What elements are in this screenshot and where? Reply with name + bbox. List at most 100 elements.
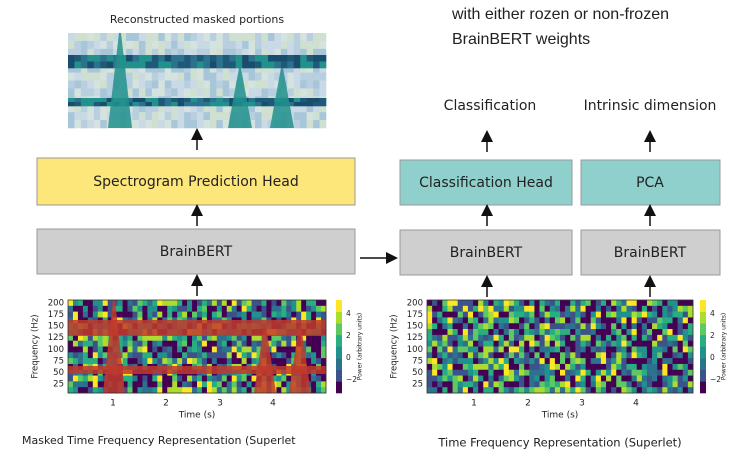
pixel <box>509 370 514 376</box>
pixel <box>488 370 493 376</box>
pixel <box>307 81 314 89</box>
pixel <box>447 335 452 341</box>
pixel <box>580 329 585 335</box>
pixel <box>212 306 217 312</box>
pixel <box>165 88 172 96</box>
pixel <box>157 358 162 364</box>
pixel <box>167 358 172 364</box>
pixel <box>74 62 81 69</box>
pixel <box>499 323 504 329</box>
pixel <box>157 341 162 347</box>
pixel <box>627 358 632 364</box>
pixel <box>98 358 103 364</box>
pixel <box>652 306 657 312</box>
pixel <box>158 102 165 106</box>
pixel <box>509 381 514 387</box>
x-tick-label: 2 <box>163 399 169 409</box>
pixel <box>534 335 539 341</box>
pixel <box>227 387 232 393</box>
pixel <box>550 352 555 358</box>
pixel <box>514 312 519 318</box>
pixel <box>316 376 321 382</box>
pixel <box>488 364 493 370</box>
pixel <box>447 312 452 318</box>
pixel <box>616 300 621 306</box>
pixel <box>172 300 177 306</box>
pixel <box>545 335 550 341</box>
pixel <box>300 88 307 96</box>
pixel <box>540 317 545 323</box>
pixel <box>632 300 637 306</box>
pixel <box>276 352 281 358</box>
pixel <box>606 347 611 353</box>
x-tick-label: 1 <box>471 399 477 409</box>
pixel <box>197 300 202 306</box>
pixel <box>203 73 210 81</box>
pixel <box>187 387 192 393</box>
pixel <box>642 323 647 329</box>
pixel <box>321 306 326 312</box>
pixel <box>447 352 452 358</box>
pixel <box>621 317 626 323</box>
pixel <box>222 341 227 347</box>
pixel <box>601 370 606 376</box>
pixel <box>662 329 667 335</box>
pixel <box>73 376 78 382</box>
pixel <box>316 387 321 393</box>
pixel <box>494 329 499 335</box>
pixel <box>632 329 637 335</box>
pixel <box>534 317 539 323</box>
pixel <box>447 376 452 382</box>
pixel <box>621 341 626 347</box>
pixel <box>276 358 281 364</box>
pixel <box>202 352 207 358</box>
pixel <box>118 312 123 318</box>
pixel <box>586 300 591 306</box>
pixel <box>447 387 452 393</box>
pixel <box>565 364 570 370</box>
colorbar-cell <box>336 370 342 382</box>
pixel <box>212 341 217 347</box>
pixel <box>281 376 286 382</box>
pixel <box>210 81 217 89</box>
pixel <box>321 352 326 358</box>
pixel <box>642 370 647 376</box>
pixel <box>192 387 197 393</box>
pixel <box>252 306 257 312</box>
pixel <box>142 312 147 318</box>
pixel <box>483 300 488 306</box>
pixel <box>453 323 458 329</box>
x-tick-label: 3 <box>217 399 223 409</box>
note-line: BrainBERT weights <box>452 31 590 48</box>
pixel <box>688 323 693 329</box>
pixel <box>73 306 78 312</box>
pixel <box>442 370 447 376</box>
pixel <box>627 347 632 353</box>
pixel <box>611 381 616 387</box>
pixel <box>601 364 606 370</box>
pixel <box>268 55 275 62</box>
pixel <box>249 81 256 89</box>
pixel <box>212 358 217 364</box>
pixel <box>74 112 81 120</box>
pixel <box>647 364 652 370</box>
pixel <box>616 312 621 318</box>
pixel <box>74 73 81 81</box>
pixel <box>237 341 242 347</box>
pixel <box>137 358 142 364</box>
pixel <box>514 381 519 387</box>
pixel <box>550 306 555 312</box>
pixel <box>207 358 212 364</box>
pixel <box>172 312 177 318</box>
pixel <box>311 376 316 382</box>
pixel <box>611 376 616 382</box>
colorbar-label: Power (arbitrary units) <box>721 313 728 381</box>
pixel <box>627 376 632 382</box>
pixel <box>524 376 529 382</box>
pixel <box>683 358 688 364</box>
pixel <box>637 323 642 329</box>
pixel <box>688 329 693 335</box>
pixel <box>83 306 88 312</box>
pixel <box>657 341 662 347</box>
pixel <box>197 352 202 358</box>
